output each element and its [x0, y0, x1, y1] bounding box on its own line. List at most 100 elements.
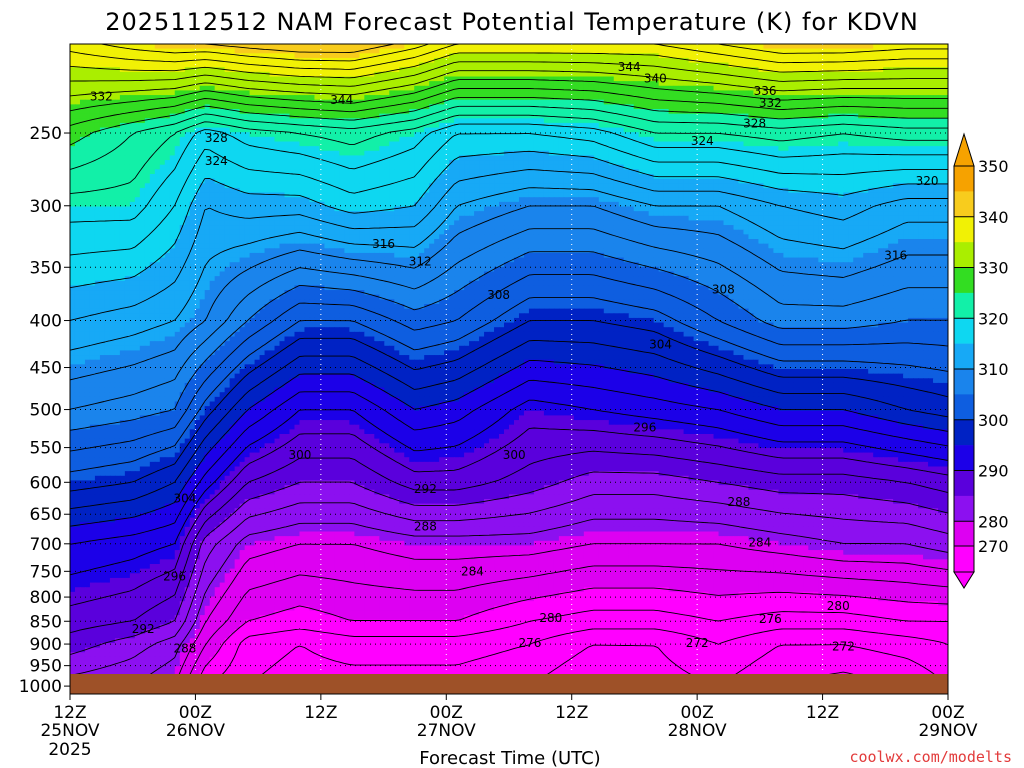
theta-cell — [104, 127, 111, 133]
theta-cell — [254, 141, 261, 147]
theta-cell — [733, 127, 740, 133]
theta-cell — [663, 160, 670, 166]
theta-cell — [613, 53, 620, 59]
theta-cell — [254, 76, 261, 82]
theta-cell — [518, 132, 525, 138]
theta-cell — [254, 81, 261, 87]
theta-cell — [144, 62, 151, 68]
theta-cell — [454, 169, 460, 175]
theta-cell — [878, 118, 884, 124]
theta-cell — [174, 174, 181, 180]
theta-cell — [913, 169, 919, 175]
theta-cell — [693, 62, 700, 68]
theta-cell — [733, 118, 740, 124]
theta-cell — [783, 44, 789, 50]
theta-cell — [563, 67, 570, 73]
theta-cell — [558, 81, 565, 87]
theta-cell — [693, 141, 700, 147]
theta-cell — [279, 48, 286, 54]
theta-cell — [828, 150, 834, 157]
theta-cell — [808, 150, 814, 157]
theta-cell — [648, 62, 655, 68]
theta-cell — [588, 155, 595, 161]
theta-cell — [489, 71, 495, 78]
theta-cell — [893, 146, 899, 152]
theta-cell — [409, 132, 415, 138]
theta-cell — [319, 150, 326, 157]
theta-cell — [863, 53, 869, 59]
theta-cell — [449, 62, 455, 68]
theta-cell — [738, 95, 745, 101]
theta-cell — [803, 57, 809, 64]
theta-cell — [104, 71, 111, 78]
theta-cell — [174, 90, 181, 96]
theta-cell — [339, 118, 345, 124]
theta-cell — [843, 160, 849, 166]
theta-cell — [264, 109, 271, 115]
theta-cell — [883, 62, 889, 68]
theta-cell — [449, 109, 455, 115]
theta-cell — [538, 90, 545, 96]
theta-cell — [479, 169, 485, 175]
theta-cell — [803, 85, 809, 92]
theta-cell — [214, 76, 221, 82]
theta-cell — [264, 44, 271, 50]
theta-cell — [399, 76, 405, 82]
theta-cell — [294, 118, 301, 124]
theta-cell — [678, 146, 685, 152]
theta-cell — [893, 90, 899, 96]
theta-cell — [169, 118, 176, 124]
theta-cell — [633, 169, 640, 175]
theta-cell — [818, 62, 824, 68]
theta-cell — [848, 118, 854, 124]
theta-cell — [344, 95, 350, 101]
theta-cell — [214, 81, 221, 87]
theta-cell — [523, 44, 530, 50]
theta-cell — [304, 136, 311, 143]
theta-cell — [553, 81, 560, 87]
theta-cell — [484, 99, 490, 105]
theta-cell — [169, 48, 176, 54]
theta-cell — [918, 95, 924, 101]
theta-cell — [783, 169, 789, 175]
theta-cell — [344, 155, 350, 161]
theta-cell — [184, 53, 191, 59]
theta-cell — [89, 146, 96, 152]
theta-cell — [758, 99, 765, 105]
theta-cell — [643, 90, 650, 96]
theta-cell — [633, 81, 640, 87]
theta-cell — [459, 48, 465, 54]
theta-cell — [104, 81, 111, 87]
theta-cell — [364, 118, 370, 124]
theta-cell — [504, 71, 510, 78]
theta-cell — [658, 132, 665, 138]
theta-cell — [753, 146, 760, 152]
theta-cell — [129, 44, 136, 50]
theta-cell — [224, 127, 231, 133]
theta-cell — [928, 136, 934, 143]
theta-cell — [733, 104, 740, 110]
theta-cell — [364, 141, 370, 147]
theta-cell — [349, 164, 355, 170]
theta-cell — [259, 160, 266, 166]
theta-cell — [214, 174, 221, 180]
theta-cell — [179, 155, 186, 161]
theta-cell — [294, 104, 301, 110]
theta-cell — [523, 122, 530, 129]
theta-cell — [628, 71, 635, 78]
theta-cell — [883, 169, 889, 175]
theta-cell — [643, 164, 650, 170]
theta-cell — [464, 169, 470, 175]
theta-cell — [204, 132, 211, 138]
theta-cell — [169, 90, 176, 96]
theta-cell — [573, 160, 580, 166]
theta-cell — [174, 44, 181, 50]
theta-cell — [229, 62, 236, 68]
theta-cell — [109, 113, 116, 119]
theta-cell — [823, 67, 829, 73]
theta-cell — [344, 127, 350, 133]
theta-cell — [933, 127, 939, 133]
theta-cell — [678, 122, 685, 129]
theta-cell — [823, 85, 829, 92]
theta-cell — [548, 127, 555, 133]
